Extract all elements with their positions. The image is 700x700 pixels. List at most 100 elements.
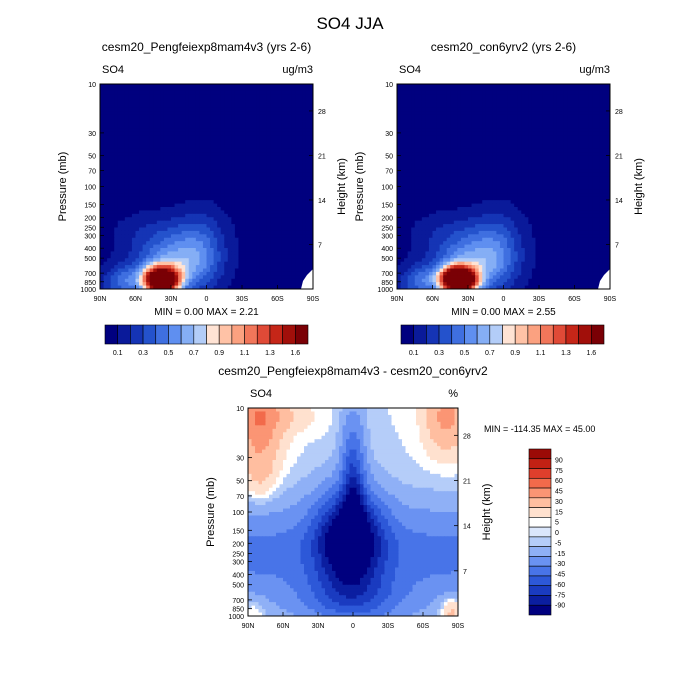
heatmap-cell — [446, 94, 451, 99]
heatmap-cell — [414, 84, 419, 89]
heatmap-cell — [231, 254, 236, 259]
heatmap-cell — [117, 118, 122, 123]
heatmap-cell — [163, 166, 169, 171]
heatmap-cell — [592, 128, 597, 133]
heatmap-cell — [185, 169, 190, 174]
heatmap-cell — [245, 179, 250, 184]
heatmap-cell — [202, 121, 208, 126]
heatmap-cell — [124, 282, 129, 287]
heatmap-cell — [117, 196, 122, 201]
heatmap-cell — [249, 196, 254, 201]
heatmap-cell — [277, 166, 282, 171]
heatmap-cell — [242, 135, 247, 140]
heatmap-cell — [252, 114, 257, 119]
heatmap-cell — [163, 145, 169, 150]
heatmap-cell — [443, 155, 448, 160]
heatmap-cell — [539, 138, 544, 143]
heatmap-cell — [496, 128, 501, 133]
heatmap-cell — [220, 248, 225, 253]
heatmap-cell — [249, 227, 254, 232]
heatmap-cell — [284, 125, 289, 130]
heatmap-cell — [128, 131, 133, 136]
heatmap-cell — [281, 285, 286, 289]
heatmap-cell — [521, 114, 526, 119]
heatmap-cell — [478, 114, 483, 119]
colorbar-box — [130, 324, 144, 345]
heatmap-cell — [139, 203, 144, 208]
heatmap-cell — [107, 101, 112, 106]
heatmap-cell — [302, 241, 307, 246]
heatmap-cell — [302, 166, 307, 171]
heatmap-cell — [592, 114, 597, 119]
heatmap-cell — [185, 183, 190, 188]
heatmap-cell — [231, 275, 236, 280]
heatmap-cell — [153, 186, 158, 191]
heatmap-cell — [174, 224, 179, 229]
heatmap-cell — [107, 248, 112, 253]
heatmap-cell — [135, 217, 140, 222]
heatmap-cell — [242, 227, 247, 232]
heatmap-cell — [245, 213, 250, 218]
heatmap-cell — [195, 183, 200, 188]
heatmap-cell — [295, 265, 300, 270]
heatmap-cell — [142, 189, 147, 194]
heatmap-cell — [397, 152, 402, 157]
heatmap-cell — [199, 114, 204, 119]
heatmap-cell — [174, 189, 179, 194]
heatmap-cell — [245, 169, 250, 174]
heatmap-cell — [421, 111, 426, 116]
heatmap-cell — [114, 155, 119, 160]
heatmap-cell — [231, 121, 236, 126]
heatmap-cell — [107, 176, 112, 181]
heatmap-cell — [281, 268, 286, 273]
heatmap-cell — [100, 131, 105, 136]
heatmap-cell — [199, 271, 204, 276]
heatmap-cell — [220, 285, 225, 289]
heatmap-cell — [414, 155, 419, 160]
heatmap-cell — [185, 261, 190, 266]
heatmap-cell — [139, 285, 144, 289]
heatmap-cell — [171, 131, 176, 136]
heatmap-cell — [121, 152, 126, 157]
heatmap-cell — [263, 207, 268, 212]
heatmap-cell — [210, 261, 215, 266]
heatmap-cell — [156, 148, 161, 153]
heatmap-cell — [281, 172, 286, 177]
heatmap-cell — [281, 261, 286, 266]
heatmap-cell — [121, 203, 126, 208]
heatmap-cell — [171, 107, 176, 112]
heatmap-cell — [499, 152, 505, 157]
heatmap-cell — [103, 155, 108, 160]
heatmap-cell — [397, 104, 402, 109]
heatmap-cell — [234, 87, 240, 92]
heatmap-cell — [153, 135, 158, 140]
heatmap-cell — [210, 172, 215, 177]
heatmap-cell — [471, 152, 476, 157]
heatmap-cell — [266, 118, 271, 123]
heatmap-cell — [503, 125, 508, 130]
heatmap-cell — [210, 121, 215, 126]
heatmap-cell — [234, 138, 240, 143]
heatmap-cell — [492, 84, 497, 89]
heatmap-cell — [507, 131, 512, 136]
heatmap-cell — [510, 155, 515, 160]
heatmap-cell — [171, 90, 176, 95]
heatmap-cell — [475, 118, 480, 123]
heatmap-cell — [295, 114, 300, 119]
heatmap-cell — [453, 135, 458, 140]
heatmap-cell — [210, 189, 215, 194]
heatmap-cell — [309, 213, 313, 218]
heatmap-cell — [259, 131, 264, 136]
heatmap-cell — [496, 114, 501, 119]
heatmap-cell — [171, 183, 176, 188]
heatmap-cell — [309, 254, 313, 259]
heatmap-cell — [277, 282, 282, 287]
heatmap-cell — [103, 135, 108, 140]
heatmap-cell — [298, 193, 303, 198]
heatmap-cell — [517, 101, 522, 106]
heatmap-cell — [135, 282, 140, 287]
heatmap-cell — [249, 275, 254, 280]
heatmap-cell — [585, 101, 590, 106]
heatmap-cell — [567, 104, 572, 109]
heatmap-cell — [302, 172, 307, 177]
